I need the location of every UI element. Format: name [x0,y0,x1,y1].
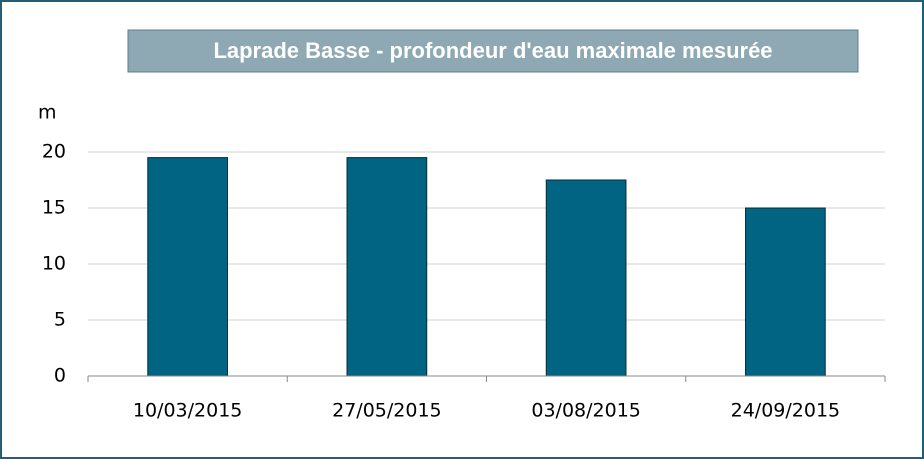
x-tick-label: 10/03/2015 [133,400,243,422]
bar [346,157,428,377]
x-tick-label: 27/05/2015 [332,400,442,422]
x-tick-label: 03/08/2015 [531,400,641,422]
bar [147,157,228,377]
bar [545,179,627,377]
y-tick-label: 10 [42,253,66,275]
y-axis-label: m [38,102,57,124]
y-tick-label: 5 [54,309,66,331]
chart-title: Laprade Basse - profondeur d'eau maximal… [213,38,772,63]
x-tick-label: 24/09/2015 [731,400,841,422]
y-tick-label: 0 [54,365,66,387]
bar [745,207,826,377]
y-tick-label: 20 [42,141,66,163]
y-tick-label: 15 [42,197,66,219]
title-box [127,29,859,73]
